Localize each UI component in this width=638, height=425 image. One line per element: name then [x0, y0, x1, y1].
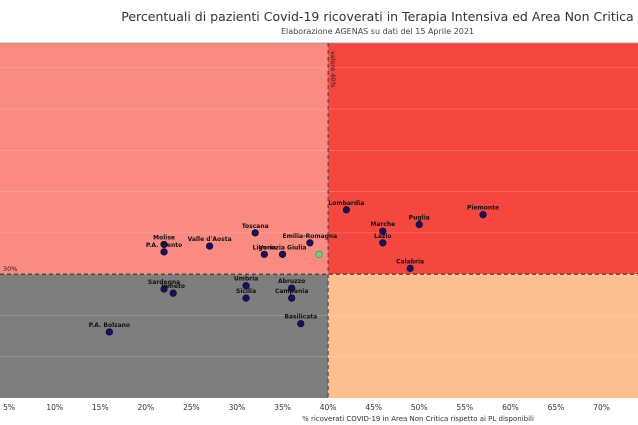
- data-point: [288, 284, 296, 292]
- data-point-label: Valle d'Aosta: [188, 236, 232, 243]
- x-tick-label: 55%: [456, 403, 473, 412]
- data-point: [242, 294, 250, 302]
- data-point: [415, 221, 423, 229]
- x-tick-label: 35%: [274, 403, 291, 412]
- x-tick-label: 45%: [365, 403, 382, 412]
- data-point: [160, 240, 168, 249]
- chart-title: Percentuali di pazienti Covid-19 ricover…: [121, 9, 634, 24]
- data-point: [479, 211, 487, 219]
- quadrant-bottom-left: [0, 274, 329, 398]
- x-tick-label: 10%: [46, 403, 63, 412]
- x-tick-label: 40%: [320, 403, 337, 412]
- data-point-label: Venezia Giulia: [259, 244, 307, 251]
- reference-label-vertical: valore 40%: [329, 51, 337, 88]
- data-point: [105, 328, 113, 336]
- data-point: [169, 289, 177, 297]
- reference-lines: valore 40% 30%: [0, 43, 638, 398]
- x-tick-label: 50%: [411, 403, 428, 412]
- data-point-label: Molise: [153, 234, 175, 241]
- data-point: [251, 229, 259, 237]
- data-point-label: Toscana: [242, 223, 269, 230]
- data-point: [278, 250, 287, 258]
- quadrant-top-right: [328, 43, 638, 275]
- data-point-label: Basilicata: [284, 314, 317, 321]
- data-point: [306, 239, 314, 247]
- data-point: [206, 242, 214, 250]
- data-point-label: Lazio: [374, 233, 392, 240]
- x-tick-label: 30%: [229, 403, 246, 412]
- data-point-label: Calabria: [396, 258, 424, 265]
- quadrant-backgrounds: [0, 42, 638, 398]
- data-point-label: Marche: [370, 221, 395, 228]
- data-point-label: Veneto: [161, 283, 185, 290]
- data-point-label: Sardegna: [148, 279, 180, 286]
- x-tick-label: 5%: [3, 403, 15, 412]
- data-point-label: Emilia-Romagna: [283, 233, 338, 240]
- data-point-label: P.A. Bolzano: [89, 322, 130, 329]
- x-tick-label: 25%: [183, 403, 200, 412]
- x-tick-label: 65%: [548, 403, 565, 412]
- x-axis-title: % ricoverati COVID-19 in Area Non Critic…: [302, 415, 534, 423]
- data-point: [160, 285, 168, 293]
- data-point-label: Sicilia: [236, 288, 256, 295]
- data-point-label: Umbria: [234, 276, 258, 283]
- chart-subtitle: Elaborazione AGENAS su dati del 15 April…: [280, 27, 475, 36]
- data-point-label: Puglia: [409, 215, 430, 222]
- data-point-label: P.A. Trento: [146, 242, 182, 249]
- data-point-label: Lombardia: [328, 200, 364, 207]
- quadrant-bottom-right: [328, 274, 638, 398]
- x-tick-label: 15%: [92, 403, 109, 412]
- data-point: [288, 294, 296, 302]
- data-point: [406, 264, 414, 272]
- reference-label-horizontal: 30%: [3, 265, 17, 273]
- data-point: [260, 250, 268, 258]
- data-point-label: Abruzzo: [278, 278, 305, 285]
- data-point-label: Liguria: [253, 244, 277, 251]
- data-point: [379, 227, 387, 235]
- data-point-label: Piemonte: [467, 205, 499, 212]
- data-point: [242, 282, 250, 290]
- data-point: [379, 239, 387, 247]
- data-points: Piemonte Puglia Lombardia Marche Lazio Toscan…: [89, 200, 499, 336]
- x-tick-label: 60%: [502, 403, 519, 412]
- data-point: [315, 250, 323, 258]
- data-point: [342, 206, 350, 214]
- x-tick-label: 70%: [593, 403, 610, 412]
- data-point-label: Campania: [275, 288, 308, 295]
- x-axis: 5% 10% 15% 20% 25% 30% 35% 40% 45% 50% 55% 60% 65% 70…: [3, 403, 610, 423]
- data-point: [297, 320, 305, 328]
- data-point: [160, 248, 168, 256]
- x-tick-label: 20%: [137, 403, 154, 412]
- quadrant-top-left: [0, 43, 329, 275]
- grid-lines: [0, 67, 638, 358]
